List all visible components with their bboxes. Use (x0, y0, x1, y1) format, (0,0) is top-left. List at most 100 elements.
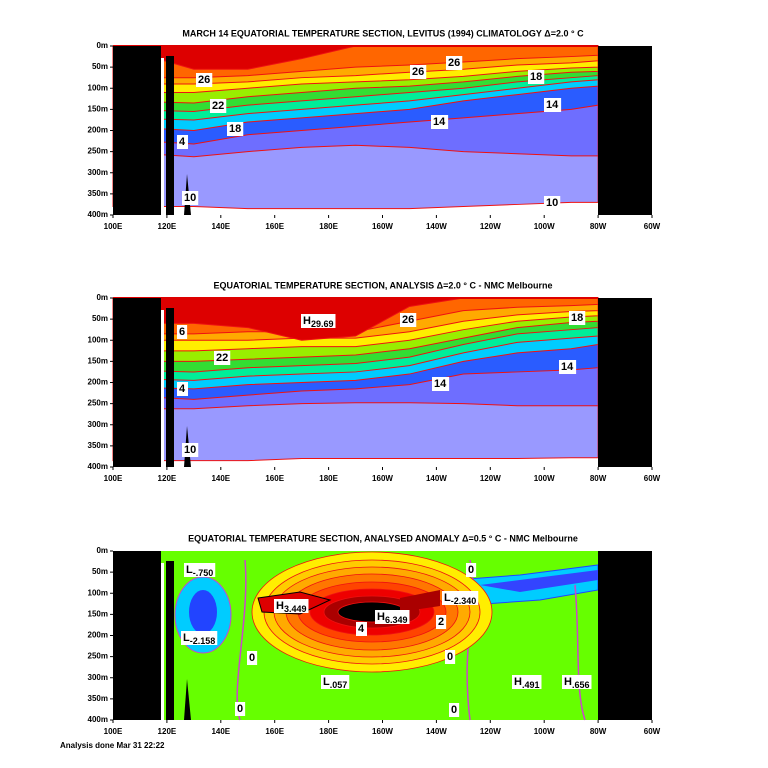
label-text: 22 (212, 100, 224, 112)
label-text: 14 (434, 378, 447, 390)
label-box (214, 351, 231, 365)
label-text: 0 (237, 703, 243, 715)
label-box (182, 443, 199, 457)
y-tick-label: 50m (92, 62, 108, 71)
contour-label: 10 (546, 197, 558, 209)
label-box (210, 99, 227, 113)
x-tick-label: 60W (644, 222, 661, 231)
label-box (247, 651, 258, 665)
label-text: 4 (179, 136, 186, 148)
chart-title: MARCH 14 EQUATORIAL TEMPERATURE SECTION,… (182, 28, 584, 38)
label-box (446, 56, 463, 70)
label-text: 26 (402, 314, 414, 326)
contour-label: 2 (438, 616, 444, 628)
contour-label: 14 (546, 99, 559, 111)
land (598, 551, 652, 720)
label-box (301, 314, 336, 328)
y-tick-label: 400m (88, 715, 108, 724)
label-box (559, 360, 577, 374)
label-box (177, 382, 188, 396)
label-text: 0 (451, 704, 457, 716)
label-sub: -2.158 (190, 636, 216, 646)
contour-label: 22 (212, 100, 224, 112)
x-tick-label: 100W (534, 474, 555, 483)
label-box (528, 70, 545, 84)
land (598, 298, 652, 467)
label-text: 10 (184, 444, 196, 456)
x-tick-label: 100E (104, 222, 123, 231)
label-text: H (377, 611, 385, 623)
y-tick-label: 400m (88, 462, 108, 471)
label-text: 26 (448, 57, 460, 69)
label-sub: 3.449 (284, 604, 307, 614)
label-box (356, 622, 367, 636)
label-text: L (183, 632, 190, 644)
label-box (569, 311, 586, 325)
label-box (442, 591, 479, 605)
y-tick-label: 350m (88, 189, 108, 198)
label-sub: -2.340 (451, 596, 477, 606)
contour-label: 22 (216, 352, 228, 364)
y-tick-label: 200m (88, 378, 108, 387)
contour-label: 4 (179, 136, 186, 148)
x-tick-label: 100W (534, 222, 555, 231)
contour-label: H29.69 (303, 315, 333, 329)
y-tick-label: 150m (88, 356, 108, 365)
panel: EQUATORIAL TEMPERATURE SECTION, ANALYSED… (88, 533, 661, 736)
label-box (512, 675, 542, 689)
x-tick-label: 100E (104, 474, 123, 483)
label-box (196, 73, 213, 87)
contour-label: 14 (434, 378, 447, 390)
label-box (184, 563, 216, 577)
x-tick-label: 160E (265, 727, 284, 736)
x-tick-label: 80W (590, 474, 607, 483)
label-text: 10 (184, 192, 196, 204)
x-tick-label: 80W (590, 222, 607, 231)
x-tick-label: 180E (319, 474, 338, 483)
land (166, 561, 174, 720)
contour-label: 0 (451, 704, 457, 716)
contour-label: 10 (184, 192, 196, 204)
y-tick-label: 0m (96, 546, 108, 555)
y-tick-label: 100m (88, 335, 108, 344)
x-tick-label: 80W (590, 727, 607, 736)
land (184, 679, 191, 720)
x-tick-label: 140E (211, 222, 230, 231)
label-text: H (564, 676, 572, 688)
label-box (436, 615, 447, 629)
x-tick-label: 180E (319, 222, 338, 231)
label-text: L (323, 676, 330, 688)
x-tick-label: 120E (158, 727, 177, 736)
label-sub: 6.349 (385, 615, 408, 625)
label-box (562, 675, 592, 689)
contour-label: 18 (229, 123, 241, 135)
label-box (449, 703, 460, 717)
y-tick-label: 300m (88, 168, 108, 177)
label-text: 0 (249, 652, 255, 664)
frame-top (113, 297, 598, 299)
contour-label: 10 (184, 444, 196, 456)
contour-label: L.057 (323, 676, 347, 690)
label-box (235, 702, 246, 716)
y-tick-label: 250m (88, 652, 108, 661)
x-tick-label: 60W (644, 727, 661, 736)
x-tick-label: 140E (211, 474, 230, 483)
y-tick-label: 100m (88, 83, 108, 92)
label-box (466, 563, 477, 577)
label-box (544, 196, 561, 210)
anomaly-band (480, 570, 598, 592)
contour-label: 6 (179, 326, 185, 338)
label-text: H (303, 315, 311, 327)
y-tick-label: 400m (88, 210, 108, 219)
x-tick-label: 100W (534, 727, 555, 736)
label-sub: .057 (330, 680, 348, 690)
label-box (544, 98, 562, 112)
land (166, 56, 174, 215)
label-box (400, 313, 417, 327)
contour-label: 26 (402, 314, 414, 326)
y-tick-label: 350m (88, 694, 108, 703)
land (113, 551, 161, 720)
label-box (274, 599, 309, 613)
contour-label: H.491 (514, 676, 539, 690)
label-text: 0 (468, 564, 474, 576)
